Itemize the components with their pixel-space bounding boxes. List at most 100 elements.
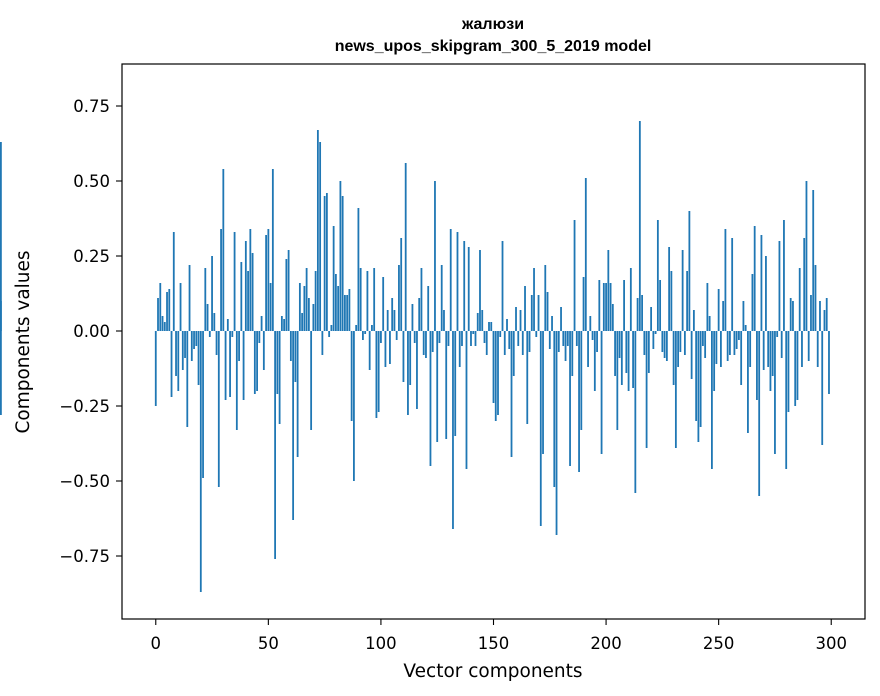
bar — [242, 331, 245, 400]
bar — [620, 331, 623, 385]
bar — [629, 268, 632, 331]
bar — [402, 331, 405, 382]
bar — [353, 331, 355, 481]
bar — [163, 322, 166, 331]
bar — [380, 331, 382, 343]
bar — [530, 295, 533, 331]
bar — [253, 331, 256, 394]
bar — [474, 331, 477, 346]
x-tick-label: 0 — [151, 634, 162, 653]
bar — [616, 331, 619, 430]
bar — [413, 331, 416, 343]
bar — [557, 331, 560, 352]
bar — [533, 268, 535, 331]
bar — [249, 229, 252, 331]
bar — [765, 256, 767, 331]
bar — [580, 331, 583, 430]
bar — [589, 316, 592, 331]
bar — [609, 283, 612, 331]
bar — [634, 331, 637, 493]
bar — [463, 241, 466, 331]
bar — [744, 325, 747, 331]
bar — [294, 331, 297, 382]
bar — [296, 331, 299, 457]
bar — [172, 232, 175, 331]
bar — [449, 229, 452, 331]
x-tick-label: 200 — [590, 634, 622, 653]
bar — [602, 283, 605, 331]
bar — [686, 271, 689, 331]
bar — [229, 331, 231, 397]
bar — [307, 298, 310, 331]
bar — [422, 331, 425, 355]
bar — [339, 181, 342, 331]
bar — [398, 265, 400, 331]
bar — [774, 331, 776, 454]
bar — [355, 325, 358, 331]
bar — [206, 304, 209, 331]
bar — [188, 265, 191, 331]
bars-group — [0, 121, 830, 592]
bar — [526, 331, 529, 424]
bar — [652, 331, 655, 349]
bar — [159, 283, 162, 331]
bar — [683, 331, 686, 355]
bar — [170, 331, 173, 397]
bar — [154, 331, 157, 406]
bar — [708, 316, 711, 331]
chart-subtitle: news_upos_skipgram_300_5_2019 model — [335, 38, 652, 55]
bar — [810, 295, 812, 331]
bar — [828, 331, 830, 394]
bar — [161, 316, 164, 331]
bar — [528, 331, 531, 352]
bar — [465, 331, 468, 469]
bar — [787, 331, 790, 412]
bar — [760, 235, 763, 331]
bar — [681, 250, 684, 331]
bar — [656, 220, 659, 331]
bar — [175, 331, 177, 376]
bar — [706, 283, 709, 331]
bar — [303, 286, 306, 331]
bar — [753, 226, 756, 331]
bar — [393, 310, 396, 331]
bar — [337, 286, 340, 331]
bar — [418, 298, 421, 331]
bar — [269, 283, 272, 331]
bar — [780, 331, 783, 358]
bar — [321, 331, 324, 355]
x-tick-label: 250 — [703, 634, 735, 653]
bar — [560, 307, 562, 331]
bar — [539, 331, 542, 526]
y-axis-ticks: −0.75 −0.50 −0.25 0.00 0.25 0.50 0.75 — [59, 97, 122, 566]
bar — [483, 331, 486, 343]
bar — [796, 331, 799, 400]
bar — [798, 268, 801, 331]
bar — [305, 268, 308, 331]
bar — [364, 331, 367, 334]
y-tick-label: −0.25 — [59, 397, 110, 416]
bar — [278, 331, 281, 424]
y-tick-label: −0.50 — [59, 472, 110, 491]
bar — [645, 331, 648, 448]
bar — [816, 331, 819, 367]
bar — [179, 283, 182, 331]
bar — [240, 262, 243, 331]
bar — [600, 331, 603, 454]
bar — [638, 121, 641, 331]
bar — [157, 298, 159, 331]
bar — [276, 331, 279, 394]
bar — [819, 301, 821, 331]
bar — [357, 208, 360, 331]
bar — [499, 331, 502, 337]
bar — [470, 331, 472, 346]
bar — [440, 265, 443, 331]
bar — [436, 331, 439, 442]
bar — [524, 286, 526, 331]
bar — [591, 331, 594, 340]
bar — [555, 331, 558, 535]
bar — [0, 301, 2, 331]
bar — [197, 331, 200, 385]
bar — [213, 313, 216, 331]
bar — [224, 331, 227, 400]
